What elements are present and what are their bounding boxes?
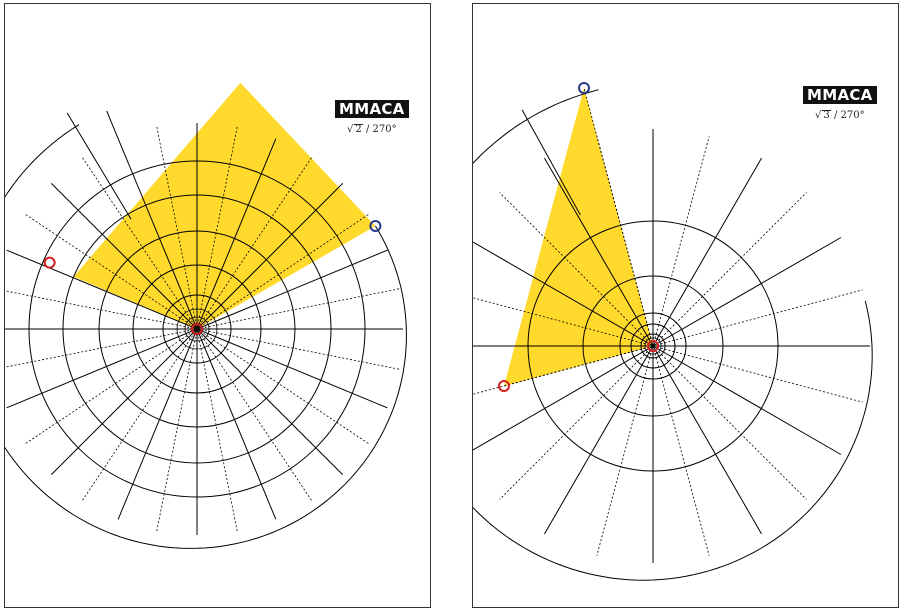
radial-spoke-dashed — [596, 345, 654, 556]
spiral-diagram-sqrt3 — [473, 82, 873, 581]
radial-spoke — [6, 249, 198, 330]
radial-spoke-dashed — [473, 297, 654, 347]
ratio-caption: √ 3 / 270° — [815, 110, 865, 121]
spiral-open-edge — [521, 109, 581, 216]
spiral-open-edge — [66, 112, 132, 220]
triangle-edge-dashed — [503, 345, 654, 387]
ratio-angle: 270° — [840, 110, 865, 121]
highlight-sector-fill — [73, 82, 376, 329]
spiral-diagram-sqrt2 — [5, 82, 407, 549]
radial-spoke — [544, 345, 654, 535]
radial-spoke — [6, 328, 198, 409]
highlight-sector-fill — [504, 88, 653, 386]
outer-spiral-arc — [473, 89, 873, 581]
radial-spoke-dashed — [652, 345, 710, 556]
radial-spoke — [50, 182, 198, 330]
radial-spoke — [473, 241, 654, 347]
radial-spoke — [106, 110, 198, 330]
ratio-radical: 2 — [354, 124, 363, 135]
radial-spoke — [196, 328, 388, 409]
end-point-marker — [369, 220, 382, 232]
radial-spoke-dashed — [499, 192, 654, 347]
ratio-caption: √ 2 / 270° — [347, 124, 397, 135]
radial-spoke — [196, 328, 344, 476]
center-marker — [647, 340, 659, 352]
radial-spoke-dashed — [196, 328, 369, 444]
radial-spoke-dashed — [652, 345, 863, 403]
radial-spoke — [473, 345, 654, 451]
start-point-marker — [498, 380, 510, 392]
radial-spoke-dashed — [652, 345, 807, 500]
radial-spoke — [196, 249, 388, 330]
ratio-angle: 270° — [372, 124, 397, 135]
triangle-edge-dashed — [583, 87, 654, 347]
end-point-marker — [578, 82, 590, 94]
radial-spoke-dashed — [652, 192, 807, 347]
radial-spoke-dashed — [652, 136, 710, 347]
radial-spoke — [652, 237, 842, 347]
radial-spoke — [544, 157, 654, 347]
radial-spoke — [652, 345, 842, 455]
radial-spoke-dashed — [25, 328, 198, 444]
spiral-panel-sqrt2: MMACA √ 2 / 270° — [4, 3, 431, 608]
mmaca-logo-badge: MMACA — [803, 86, 877, 104]
outer-spiral-arc — [5, 124, 407, 549]
radial-spoke — [50, 328, 198, 476]
radial-spoke-dashed — [652, 289, 863, 347]
radial-spoke — [196, 328, 277, 520]
center-marker — [191, 323, 203, 335]
radial-spoke — [196, 182, 344, 330]
mmaca-logo-badge: MMACA — [335, 100, 409, 118]
radial-spoke — [117, 328, 198, 520]
ratio-radical: 3 — [822, 110, 831, 121]
radial-spoke-dashed — [499, 345, 654, 500]
radial-spoke-dashed — [82, 328, 198, 501]
start-point-marker — [43, 256, 56, 269]
radial-spoke — [652, 157, 762, 347]
radial-spoke-dashed — [196, 328, 312, 501]
spiral-panel-sqrt3: MMACA √ 3 / 270° — [472, 3, 899, 608]
radial-spoke — [196, 138, 277, 330]
radial-spoke — [652, 345, 762, 535]
